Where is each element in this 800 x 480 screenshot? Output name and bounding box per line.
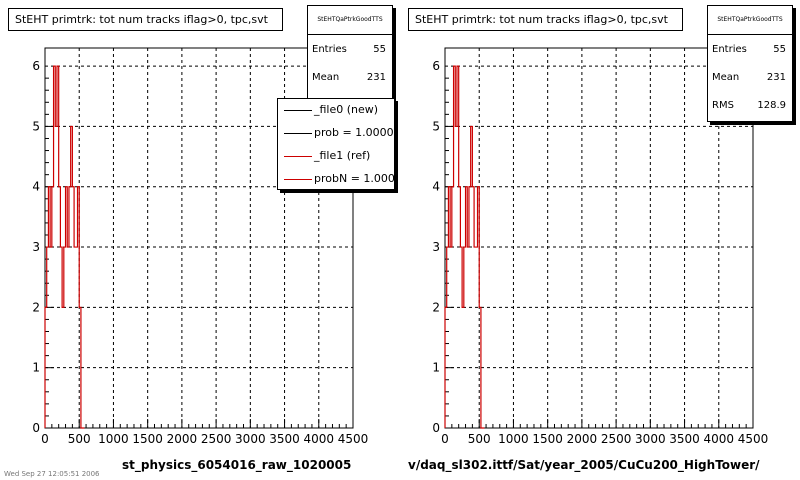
legend-entry: _file1 (ref) bbox=[278, 145, 394, 168]
y-tick-label: 0 bbox=[32, 421, 40, 435]
left-stats-name: StEHTQaPtrkGoodTTS bbox=[308, 6, 392, 35]
right-hist-title: StEHT primtrk: tot num tracks iflag>0, t… bbox=[408, 8, 683, 31]
x-tick-label: 3000 bbox=[235, 432, 266, 446]
left-legend: _file0 (new) prob = 1.000000 _file1 (ref… bbox=[277, 98, 395, 190]
x-tick-label: 2500 bbox=[601, 432, 632, 446]
y-tick-label: 3 bbox=[432, 240, 440, 254]
legend-entry: _file0 (new) bbox=[278, 99, 394, 122]
legend-label: probN = 1.000000 bbox=[314, 172, 395, 185]
x-tick-label: 4000 bbox=[304, 432, 335, 446]
y-tick-label: 3 bbox=[32, 240, 40, 254]
stats-value: 231 bbox=[766, 72, 786, 83]
x-tick-label: 3500 bbox=[269, 432, 300, 446]
x-tick-label: 0 bbox=[41, 432, 49, 446]
x-tick-label: 3500 bbox=[669, 432, 700, 446]
right-stats-box: StEHTQaPtrkGoodTTS Entries 55 Mean 231 R… bbox=[707, 5, 793, 122]
stats-key: Entries bbox=[312, 44, 347, 55]
y-tick-label: 4 bbox=[432, 180, 440, 194]
legend-label: prob = 1.000000 bbox=[314, 126, 394, 139]
legend-line-black bbox=[284, 133, 312, 134]
x-tick-label: 500 bbox=[68, 432, 91, 446]
x-tick-label: 1500 bbox=[132, 432, 163, 446]
stats-key: Mean bbox=[712, 72, 740, 83]
x-tick-label: 1000 bbox=[498, 432, 529, 446]
y-tick-label: 6 bbox=[32, 59, 40, 73]
legend-label: _file1 (ref) bbox=[314, 149, 371, 162]
legend-label: _file0 (new) bbox=[314, 103, 379, 116]
stats-value: 231 bbox=[366, 72, 386, 83]
y-tick-label: 6 bbox=[432, 59, 440, 73]
left-x-axis-title: st_physics_6054016_raw_1020005 bbox=[122, 458, 352, 472]
x-tick-label: 500 bbox=[468, 432, 491, 446]
x-tick-label: 4500 bbox=[338, 432, 369, 446]
stats-value: 55 bbox=[373, 44, 386, 55]
y-tick-label: 5 bbox=[432, 119, 440, 133]
y-tick-label: 5 bbox=[32, 119, 40, 133]
plot-frame bbox=[444, 47, 754, 429]
stats-key: Mean bbox=[312, 72, 340, 83]
legend-line-black bbox=[284, 110, 312, 111]
y-tick-label: 1 bbox=[32, 361, 40, 375]
x-tick-label: 2000 bbox=[167, 432, 198, 446]
y-tick-label: 2 bbox=[32, 300, 40, 314]
x-tick-label: 4000 bbox=[704, 432, 735, 446]
plot-frame bbox=[44, 47, 354, 429]
stats-key: Entries bbox=[712, 44, 747, 55]
legend-entry: probN = 1.000000 bbox=[278, 168, 395, 189]
right-stats-row-mean: Mean 231 bbox=[708, 63, 792, 91]
x-tick-label: 2000 bbox=[567, 432, 598, 446]
left-hist-title: StEHT primtrk: tot num tracks iflag>0, t… bbox=[8, 8, 283, 31]
right-stats-row-entries: Entries 55 bbox=[708, 35, 792, 63]
y-tick-label: 1 bbox=[432, 361, 440, 375]
x-tick-label: 1000 bbox=[98, 432, 129, 446]
right-x-axis-title: v/daq_sl302.ittf/Sat/year_2005/CuCu200_H… bbox=[408, 458, 760, 472]
right-plot: 0 500 1000 1500 2000 2500 3000 3500 4000 4500 0 1 2 3… bbox=[432, 47, 769, 446]
histogram-series bbox=[44, 65, 85, 429]
y-tick-label: 4 bbox=[32, 180, 40, 194]
left-stats-row-mean: Mean 231 bbox=[308, 63, 392, 91]
legend-line-red bbox=[284, 156, 312, 157]
legend-entry: prob = 1.000000 bbox=[278, 122, 394, 145]
x-tick-label: 2500 bbox=[201, 432, 232, 446]
x-tick-label: 0 bbox=[441, 432, 449, 446]
histogram-series bbox=[444, 65, 485, 429]
right-pad: 0 500 1000 1500 2000 2500 3000 3500 4000 4500 0 1 2 3… bbox=[400, 0, 800, 480]
right-stats-name: StEHTQaPtrkGoodTTS bbox=[708, 6, 792, 35]
left-pad: 0 500 1000 1500 2000 2500 3000 3500 4000 4500 0 1 2 3… bbox=[4, 5, 395, 478]
stats-value: 128.9 bbox=[757, 100, 786, 111]
x-tick-label: 3000 bbox=[635, 432, 666, 446]
legend-line-red bbox=[284, 179, 312, 180]
stats-value: 55 bbox=[773, 44, 786, 55]
right-stats-row-rms: RMS 128.9 bbox=[708, 91, 792, 119]
left-footer-timestamp: Wed Sep 27 12:05:51 2006 bbox=[4, 470, 100, 478]
stats-key: RMS bbox=[712, 100, 734, 111]
y-tick-label: 0 bbox=[432, 421, 440, 435]
left-plot: 0 500 1000 1500 2000 2500 3000 3500 4000 4500 0 1 2 3… bbox=[32, 47, 369, 446]
left-stats-row-entries: Entries 55 bbox=[308, 35, 392, 63]
y-tick-label: 2 bbox=[432, 300, 440, 314]
x-tick-label: 1500 bbox=[532, 432, 563, 446]
x-tick-label: 4500 bbox=[738, 432, 769, 446]
